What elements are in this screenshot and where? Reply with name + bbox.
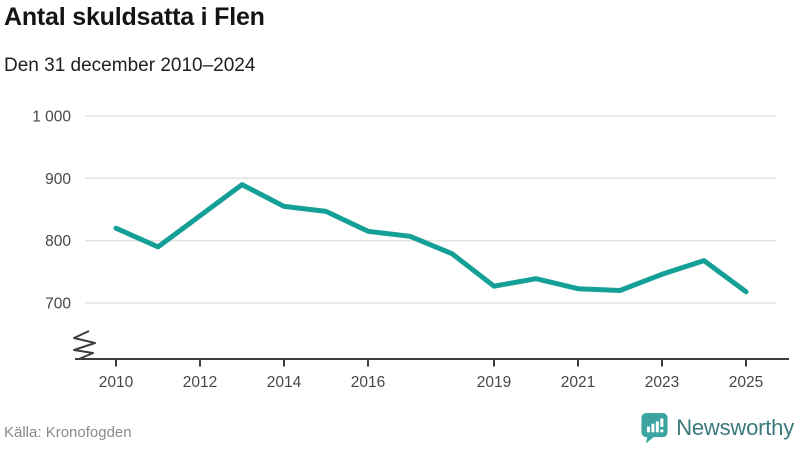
y-tick-label: 1 000 [32,109,71,126]
x-tick-label: 2019 [477,374,511,391]
x-tick-label: 2023 [645,374,679,391]
data-line [113,182,749,295]
newsworthy-wordmark: Newsworthy [676,415,794,440]
x-tick-label: 2010 [99,374,134,391]
y-tick-label: 700 [45,296,71,313]
x-tick-label: 2012 [183,374,217,391]
source-label: Källa: Kronofogden [4,424,132,441]
chart-subtitle: Den 31 december 2010–2024 [4,55,256,76]
x-tick-label: 2014 [267,374,302,391]
mini-bar-chart-glyph [647,418,664,433]
x-tick-label: 2016 [351,374,385,391]
speech-bubble-shape [641,413,668,444]
y-tick-label: 900 [45,171,71,188]
x-tick-label: 2025 [729,374,763,391]
x-tick-label: 2021 [561,374,595,391]
newsworthy-logo-icon [641,413,668,444]
y-tick-label: 800 [45,233,71,250]
chart-title: Antal skuldsatta i Flen [4,3,265,31]
axis-break-icon [73,330,96,360]
newsworthy-logo[interactable]: Newsworthy [640,412,794,444]
